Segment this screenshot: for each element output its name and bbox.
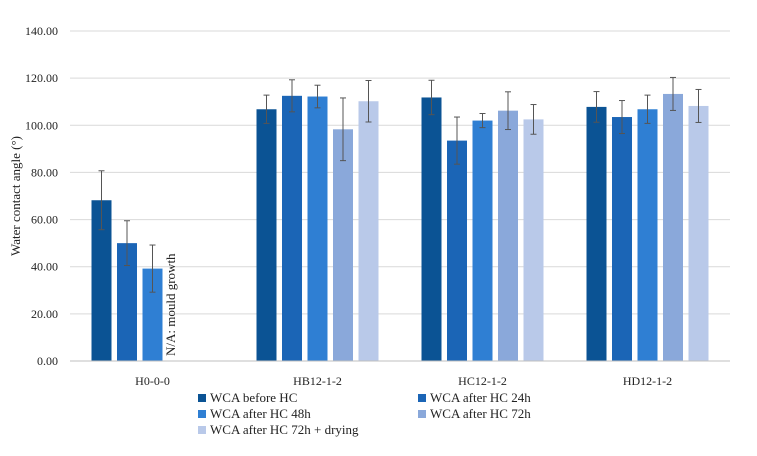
bar bbox=[256, 109, 277, 361]
bar bbox=[688, 105, 709, 361]
bar bbox=[523, 119, 544, 362]
bar bbox=[117, 243, 137, 361]
legend-swatch bbox=[418, 394, 426, 402]
legend-label: WCA after HC 72h bbox=[430, 406, 531, 421]
legend-swatch bbox=[198, 394, 206, 402]
y-axis-title: Water contact angle (°) bbox=[8, 136, 23, 256]
legend-label: WCA after HC 48h bbox=[210, 406, 311, 421]
y-tick-label: 60.00 bbox=[31, 213, 58, 227]
y-axis-ticks: 0.00 20.00 40.00 60.00 80.00 100.00 120.00 140.… bbox=[25, 24, 58, 368]
bar bbox=[586, 106, 607, 362]
bar bbox=[282, 95, 302, 362]
y-tick-label: 140.00 bbox=[25, 24, 58, 38]
bar bbox=[637, 109, 658, 361]
bar bbox=[447, 140, 467, 361]
gridlines bbox=[70, 30, 730, 315]
bar bbox=[612, 117, 632, 362]
x-tick-label: HB12-1-2 bbox=[293, 374, 342, 388]
y-tick-label: 0.00 bbox=[37, 354, 58, 368]
y-tick-label: 100.00 bbox=[25, 118, 58, 132]
error-bars bbox=[98, 76, 702, 293]
x-axis-ticks: H0-0-0 HB12-1-2 HC12-1-2 HD12-1-2 bbox=[135, 374, 672, 388]
x-tick-label: HD12-1-2 bbox=[623, 374, 672, 388]
bar-series bbox=[91, 93, 709, 362]
x-tick-label: H0-0-0 bbox=[135, 374, 170, 388]
y-tick-label: 80.00 bbox=[31, 165, 58, 179]
legend-label: WCA before HC bbox=[210, 390, 297, 405]
legend-swatch bbox=[198, 426, 206, 434]
legend-label: WCA after HC 72h + drying bbox=[210, 422, 359, 437]
y-tick-label: 20.00 bbox=[31, 307, 58, 321]
bar bbox=[307, 96, 328, 362]
bar bbox=[498, 110, 518, 362]
legend-swatch bbox=[418, 410, 426, 418]
bar bbox=[358, 101, 379, 361]
bar bbox=[663, 93, 683, 361]
bar bbox=[472, 120, 493, 361]
bar bbox=[333, 129, 353, 361]
y-tick-label: 40.00 bbox=[31, 260, 58, 274]
bar bbox=[421, 97, 442, 361]
legend-label: WCA after HC 24h bbox=[430, 390, 531, 405]
annotation-mould-growth: N/A: mould growth bbox=[163, 253, 178, 356]
y-tick-label: 120.00 bbox=[25, 71, 58, 85]
bar bbox=[91, 200, 112, 361]
legend-swatch bbox=[198, 410, 206, 418]
x-tick-label: HC12-1-2 bbox=[458, 374, 507, 388]
bar bbox=[142, 268, 163, 361]
